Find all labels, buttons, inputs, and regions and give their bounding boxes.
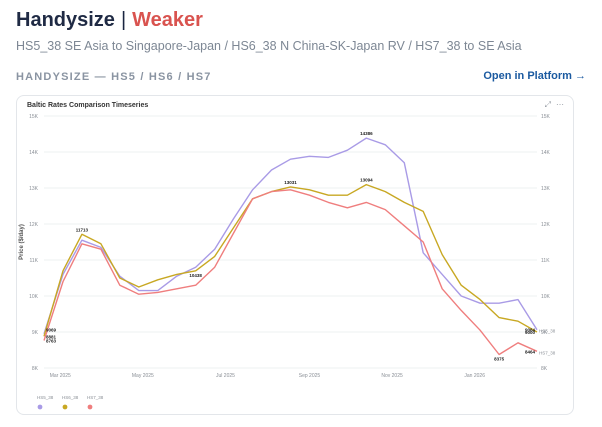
series-line-hs5-38 [43,137,538,335]
data-label: 11713 [76,227,89,232]
series-line-hs6-38 [43,183,538,337]
data-label: 13031 [284,180,297,185]
more-icon[interactable]: ⋯ [556,100,564,109]
y-tick-label-right: 13K [541,186,551,192]
legend-label: HS7_38 [87,395,104,400]
y-tick-label-right: 14K [541,150,551,156]
data-label: 9000 [525,330,536,335]
chart-title: Baltic Rates Comparison Timeseries [27,102,149,109]
y-tick-label-right: 8K [541,366,548,372]
y-tick-label-right: 15K [541,114,551,120]
y-tick-label-left: 13K [29,186,39,192]
data-label: 13094 [360,178,373,183]
y-tick-label-left: 8K [32,366,39,372]
y-tick-label-right: 12K [541,222,551,228]
y-tick-label-left: 12K [29,222,39,228]
y-tick-label-right: 11K [541,258,550,264]
title-separator: | [120,9,127,31]
legend-swatch [87,404,93,410]
y-tick-label-left: 9K [32,330,39,336]
data-label: 14386 [360,131,373,136]
legend-label: HS5_38 [37,395,54,400]
end-label: HS5_38 [539,329,556,334]
x-tick-label: Jul 2025 [216,373,235,379]
x-tick-label: May 2025 [132,373,154,379]
legend-label: HS6_38 [62,395,79,400]
data-label: 8763 [46,339,57,344]
open-in-platform-link[interactable]: Open in Platform → [483,70,586,82]
y-axis-label: Price ($/day) [19,224,25,260]
page-title: Handysize | Weaker [16,9,203,32]
legend-swatch [37,404,43,410]
status-text: Weaker [132,9,203,31]
line-chart: 8K 8K 9K 9K 10K 10K 11K 11K 12K 12K 13K 13K 14K 14K 15… [19,114,556,410]
x-tick-label: Sep 2025 [299,373,321,379]
data-label: 9064 [525,328,536,333]
legend-swatch [62,404,68,410]
data-label: 10438 [189,273,202,278]
y-tick-label-left: 11K [29,258,38,264]
data-label: 8881 [46,334,57,339]
y-tick-label-left: 15K [29,114,39,120]
data-label: 9069 [46,328,57,333]
x-tick-label: Jan 2026 [464,373,485,379]
chart-card: Baltic Rates Comparison Timeseries ⤢ ⋯ 8… [16,95,574,415]
x-tick-label: Mar 2025 [50,373,71,379]
y-tick-label-right: 10K [541,294,551,300]
title-text: Handysize [16,9,115,31]
data-label: 8464 [525,349,536,354]
y-tick-label-left: 14K [29,150,39,156]
route-subtitle: HS5_38 SE Asia to Singapore-Japan / HS6_… [16,39,522,53]
x-tick-label: Nov 2025 [381,373,403,379]
end-label: HS7_38 [539,350,556,355]
y-tick-label-left: 10K [29,294,39,300]
series-line-hs7-38 [43,189,538,356]
y-tick-label-right: 9K [541,330,548,336]
section-label: HANDYSIZE — HS5 / HS6 / HS7 [16,71,212,83]
data-label: 8375 [494,357,505,362]
expand-icon[interactable]: ⤢ [544,100,551,109]
